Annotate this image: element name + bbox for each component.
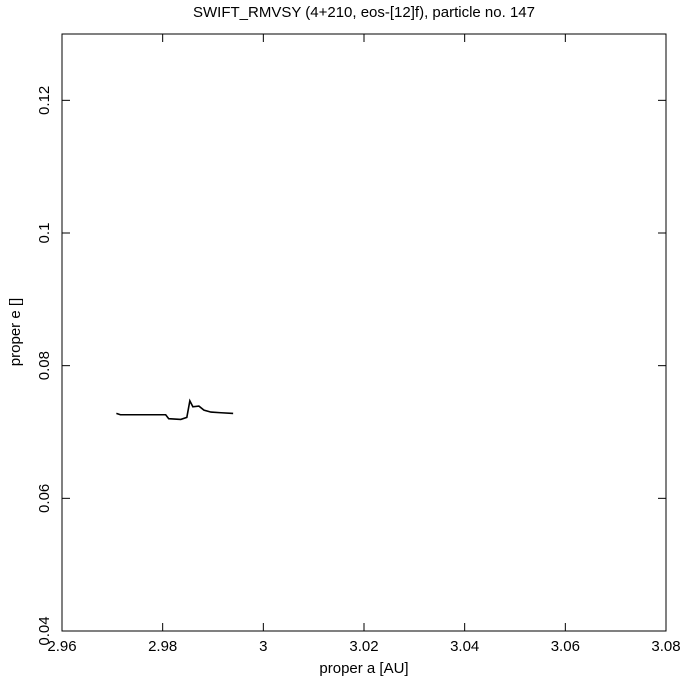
x-tick-label: 3: [259, 638, 267, 655]
data-line: [116, 398, 234, 421]
x-tick-label: 3.08: [651, 638, 680, 655]
y-tick-label: 0.06: [36, 484, 53, 513]
y-tick-label: 0.04: [36, 616, 53, 645]
x-axis-label: proper a [AU]: [319, 660, 408, 677]
plot-frame: [61, 33, 667, 632]
x-tick-label: 3.06: [551, 638, 580, 655]
y-tick-label: 0.1: [36, 223, 53, 244]
x-tick-label: 2.96: [47, 638, 76, 655]
y-tick-label: 0.12: [36, 86, 53, 115]
x-tick-label: 3.02: [349, 638, 378, 655]
chart-title: SWIFT_RMVSY (4+210, eos-[12]f), particle…: [193, 4, 535, 21]
y-axis-label: proper e []: [7, 298, 24, 366]
x-tick-label: 3.04: [450, 638, 479, 655]
y-tick-label: 0.08: [36, 351, 53, 380]
x-tick-label: 2.98: [148, 638, 177, 655]
